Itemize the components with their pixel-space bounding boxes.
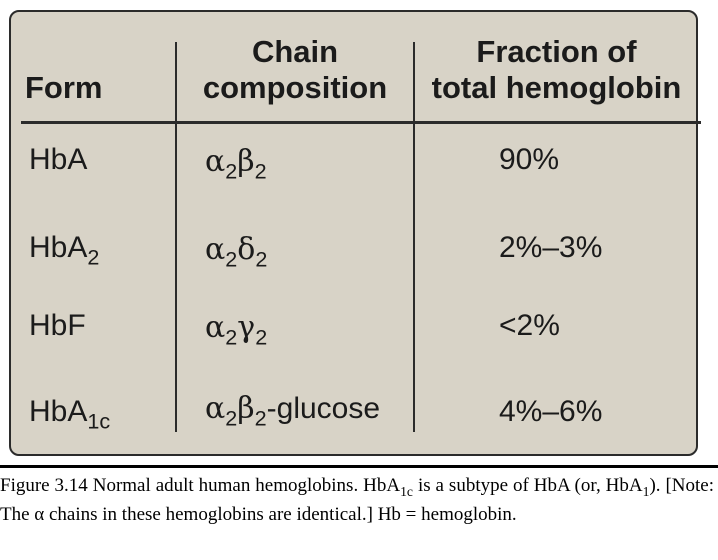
header-form: Form <box>25 70 103 105</box>
table-row-fraction: 90% <box>499 143 560 176</box>
header-chain-composition: Chain composition <box>177 34 413 106</box>
table-row-chain: α2γ2 <box>205 310 268 350</box>
header-fraction: Fraction of total hemoglobin <box>415 34 698 106</box>
caption-separator <box>0 465 718 468</box>
table-row-chain: α2β2 <box>205 144 267 184</box>
header-rule <box>21 121 701 124</box>
table-row-form: HbA2 <box>29 231 100 270</box>
table-row-form: HbA1c <box>29 395 111 434</box>
table-row-chain: α2β2-glucose <box>205 391 381 431</box>
table-row-form: HbF <box>29 309 86 342</box>
header-chain-line1: Chain <box>251 34 339 69</box>
hemoglobin-table: Form Chain composition Fraction of total… <box>9 10 701 456</box>
header-fraction-line1: Fraction of <box>476 34 637 69</box>
table-row-fraction: <2% <box>499 309 560 342</box>
table-row-form: HbA <box>29 143 88 176</box>
header-chain-line2: composition <box>202 70 388 105</box>
column-divider-1 <box>175 42 177 432</box>
table-row-fraction: 4%–6% <box>499 395 603 428</box>
table-row-fraction: 2%–3% <box>499 231 603 264</box>
column-divider-2 <box>413 42 415 432</box>
figure-caption: Figure 3.14 Normal adult human hemoglobi… <box>0 475 714 525</box>
table-row-chain: α2δ2 <box>205 232 268 272</box>
header-fraction-line2: total hemoglobin <box>431 70 682 105</box>
